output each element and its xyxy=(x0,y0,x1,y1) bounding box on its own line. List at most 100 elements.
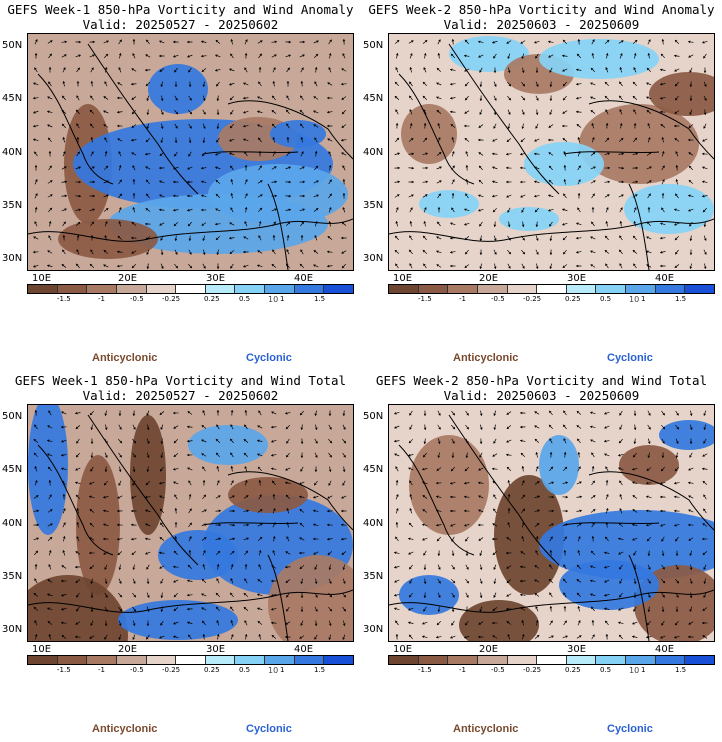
colorbar-tick: -1.5 xyxy=(57,295,71,303)
panel-title-line2: Valid: 20250603 - 20250609 xyxy=(443,17,640,32)
colorbar-tick: -1.5 xyxy=(418,666,432,674)
anticyclonic-label: Anticyclonic xyxy=(453,352,519,364)
colorbar-tick: 1.5 xyxy=(314,666,326,674)
lat-label: 40N xyxy=(363,518,384,529)
colorbar-tick: -0.5 xyxy=(130,295,144,303)
lon-label: 30E xyxy=(567,644,587,655)
anticyclonic-label: Anticyclonic xyxy=(92,352,158,364)
colorbar-scale: 10 xyxy=(629,295,640,304)
colorbar-tick: 1.5 xyxy=(314,295,326,303)
colorbar xyxy=(27,284,354,294)
panel-title-line2: Valid: 20250603 - 20250609 xyxy=(443,388,640,403)
lat-label: 50N xyxy=(2,40,23,51)
lat-label: 50N xyxy=(2,411,23,422)
lon-label: 10E xyxy=(32,273,52,284)
lon-label: 40E xyxy=(655,273,675,284)
colorbar-tick: -0.25 xyxy=(523,666,542,674)
panel-title-line1: GEFS Week-1 850-hPa Vorticity and Wind T… xyxy=(14,373,347,388)
lon-label: 10E xyxy=(393,644,413,655)
colorbar-tick: 1 xyxy=(280,666,285,674)
colorbar-tick: -1.5 xyxy=(57,666,71,674)
panel-title: GEFS Week-1 850-hPa Vorticity and Wind T… xyxy=(0,373,361,403)
colorbar-tick: 0.25 xyxy=(204,666,220,674)
colorbar-tick: -0.25 xyxy=(523,295,542,303)
colorbar-tick: 1 xyxy=(641,295,646,303)
lon-label: 40E xyxy=(655,644,675,655)
panel-week2-anomaly: GEFS Week-2 850-hPa Vorticity and Wind A… xyxy=(361,0,722,371)
colorbar-tick: -0.5 xyxy=(491,666,505,674)
lon-label: 30E xyxy=(206,644,226,655)
colorbar-tick: 0.25 xyxy=(565,666,581,674)
vorticity-map xyxy=(388,404,715,642)
lat-label: 35N xyxy=(363,571,384,582)
lon-label: 20E xyxy=(118,273,138,284)
colorbar-tick: 0.5 xyxy=(239,295,251,303)
colorbar-tick: -1 xyxy=(98,666,105,674)
lat-label: 30N xyxy=(363,624,384,635)
lat-label: 35N xyxy=(2,200,23,211)
colorbar-tick: 1.5 xyxy=(675,295,687,303)
colorbar-scale: 10 xyxy=(268,295,279,304)
anticyclonic-label: Anticyclonic xyxy=(453,723,519,735)
lat-label: 45N xyxy=(363,464,384,475)
colorbar-tick: 0.5 xyxy=(600,666,612,674)
lon-label: 20E xyxy=(479,273,499,284)
colorbar-scale: 10 xyxy=(629,666,640,675)
vorticity-map xyxy=(388,33,715,271)
colorbar-tick: -1 xyxy=(459,666,466,674)
panel-title: GEFS Week-2 850-hPa Vorticity and Wind A… xyxy=(361,2,722,32)
panel-title: GEFS Week-2 850-hPa Vorticity and Wind T… xyxy=(361,373,722,403)
lat-label: 30N xyxy=(2,253,23,264)
colorbar-tick: -0.5 xyxy=(130,666,144,674)
colorbar-tick: -0.25 xyxy=(162,666,181,674)
cyclonic-label: Cyclonic xyxy=(246,723,292,735)
lat-label: 40N xyxy=(2,147,23,158)
lat-label: 30N xyxy=(363,253,384,264)
colorbar-tick: 0.25 xyxy=(565,295,581,303)
anticyclonic-label: Anticyclonic xyxy=(92,723,158,735)
colorbar-scale: 10 xyxy=(268,666,279,675)
colorbar xyxy=(27,655,354,665)
cyclonic-label: Cyclonic xyxy=(607,352,653,364)
colorbar-tick: 1.5 xyxy=(675,666,687,674)
lat-label: 45N xyxy=(2,93,23,104)
panel-week1-anomaly: GEFS Week-1 850-hPa Vorticity and Wind A… xyxy=(0,0,361,371)
lat-label: 50N xyxy=(363,411,384,422)
colorbar-tick: 1 xyxy=(280,295,285,303)
lat-label: 45N xyxy=(2,464,23,475)
lon-label: 30E xyxy=(206,273,226,284)
colorbar-tick: 1 xyxy=(641,666,646,674)
colorbar xyxy=(388,284,715,294)
panel-title-line1: GEFS Week-2 850-hPa Vorticity and Wind T… xyxy=(375,373,708,388)
colorbar xyxy=(388,655,715,665)
lon-label: 30E xyxy=(567,273,587,284)
colorbar-tick: -0.25 xyxy=(162,295,181,303)
colorbar-tick: 0.25 xyxy=(204,295,220,303)
panel-title-line1: GEFS Week-2 850-hPa Vorticity and Wind A… xyxy=(368,2,715,17)
lat-label: 45N xyxy=(363,93,384,104)
colorbar-tick: -1 xyxy=(459,295,466,303)
cyclonic-label: Cyclonic xyxy=(246,352,292,364)
lon-label: 20E xyxy=(479,644,499,655)
vorticity-map xyxy=(27,33,354,271)
panel-week2-total: GEFS Week-2 850-hPa Vorticity and Wind T… xyxy=(361,371,722,742)
vorticity-map xyxy=(27,404,354,642)
lat-label: 35N xyxy=(2,571,23,582)
lon-label: 20E xyxy=(118,644,138,655)
lat-label: 50N xyxy=(363,40,384,51)
colorbar-tick: -1 xyxy=(98,295,105,303)
cyclonic-label: Cyclonic xyxy=(607,723,653,735)
colorbar-tick: -1.5 xyxy=(418,295,432,303)
panel-title-line1: GEFS Week-1 850-hPa Vorticity and Wind A… xyxy=(7,2,354,17)
panel-week1-total: GEFS Week-1 850-hPa Vorticity and Wind T… xyxy=(0,371,361,742)
colorbar-tick: -0.5 xyxy=(491,295,505,303)
colorbar-tick: 0.5 xyxy=(239,666,251,674)
lat-label: 30N xyxy=(2,624,23,635)
panel-title: GEFS Week-1 850-hPa Vorticity and Wind A… xyxy=(0,2,361,32)
lat-label: 35N xyxy=(363,200,384,211)
panel-title-line2: Valid: 20250527 - 20250602 xyxy=(82,388,279,403)
panel-title-line2: Valid: 20250527 - 20250602 xyxy=(82,17,279,32)
lon-label: 10E xyxy=(32,644,52,655)
lon-label: 40E xyxy=(294,644,314,655)
lat-label: 40N xyxy=(363,147,384,158)
